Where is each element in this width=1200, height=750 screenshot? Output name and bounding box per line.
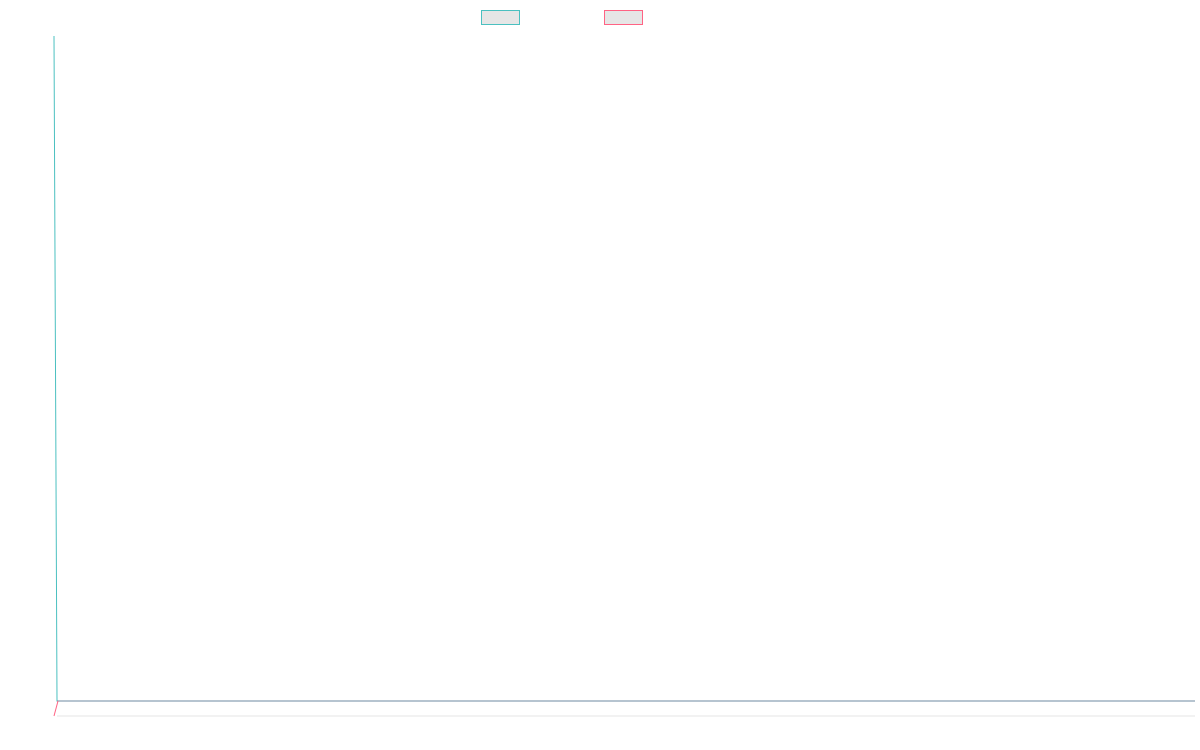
series-2-line [53,700,59,717]
legend-series-1-swatch[interactable] [481,10,520,25]
legend-series-2-swatch[interactable] [604,10,643,25]
series-1-line [53,35,1195,702]
